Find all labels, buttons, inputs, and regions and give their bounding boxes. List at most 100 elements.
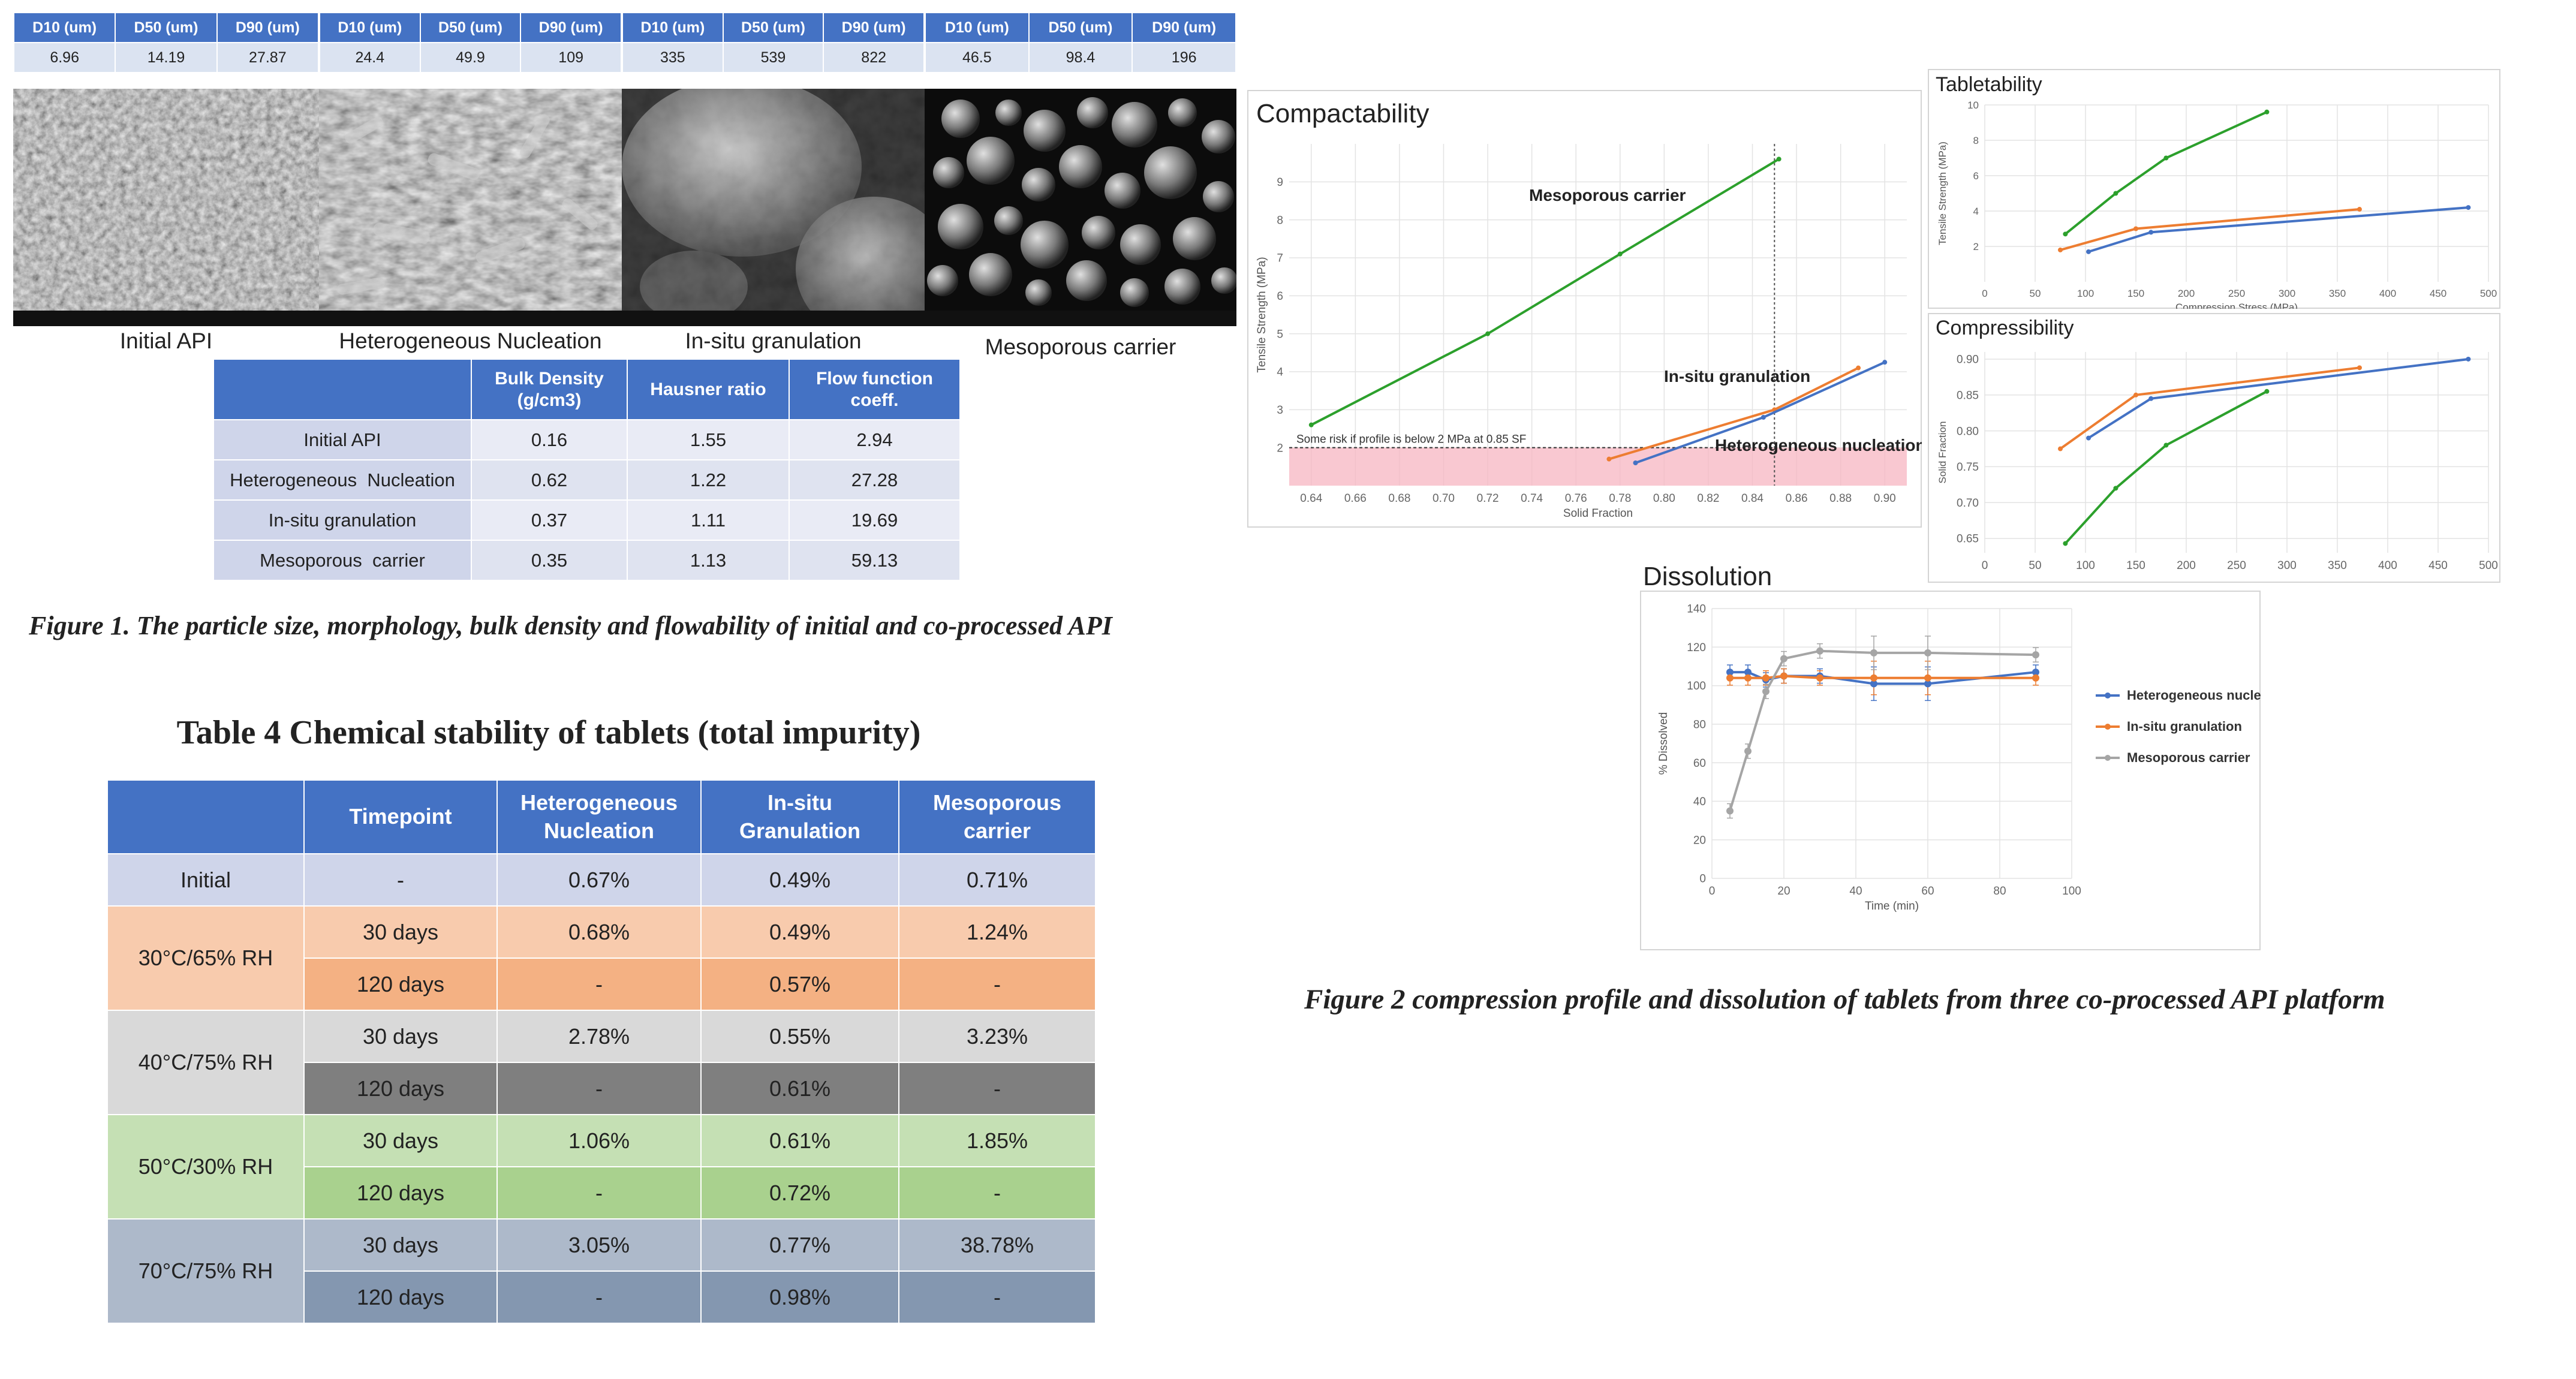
table1-row-label: In-situ granulation [213, 499, 472, 541]
data-point [2113, 191, 2118, 196]
x-tick-label: 0.66 [1344, 492, 1367, 505]
data-point [1726, 807, 1734, 815]
psd-table-row: D10 (um) D50 (um) D90 (um) 6.96 14.19 27.87 D1… [13, 12, 1236, 89]
y-axis-label: Tensile Strength (MPa) [1937, 141, 1948, 245]
dissolution-chart-frame [1640, 591, 2261, 950]
table1-header-label: Bulk Density (g/cm3) [495, 368, 604, 410]
x-tick-label: 0.72 [1477, 492, 1499, 505]
data-point [1776, 156, 1781, 162]
x-tick-label: 0.70 [1433, 492, 1455, 505]
data-point [2357, 207, 2362, 212]
table4-timepoint: 120 days [303, 1166, 498, 1220]
x-tick-label: 400 [2378, 559, 2397, 572]
x-tick-label: 100 [2076, 559, 2095, 572]
table4-title: Table 4 Chemical stability of tablets (t… [176, 714, 921, 751]
psd-value-d10: 6.96 [13, 42, 116, 73]
table4-cell: 2.78% [496, 1010, 702, 1063]
table1-cell: 0.37 [471, 499, 628, 541]
y-tick-label: 100 [1687, 680, 1706, 692]
psd-header-cell: D10 (um) [925, 12, 1030, 43]
x-tick-label: 0.78 [1609, 492, 1631, 505]
y-tick-label: 10 [1967, 100, 1979, 111]
sem-label: In-situ granulation [685, 329, 862, 353]
figure1-caption: Figure 1. The particle size, morphology,… [29, 611, 1112, 640]
table4-timepoint: 120 days [303, 1270, 498, 1324]
y-tick-label: 80 [1693, 719, 1706, 731]
table4-header-cell [107, 779, 305, 854]
sem-label: Mesoporous carrier [985, 335, 1176, 359]
x-tick-label: 450 [2430, 288, 2446, 299]
data-point [1744, 674, 1752, 682]
table1-row: Mesoporous carrier 0.35 1.13 59.13 [213, 540, 961, 581]
psd-header-cell: D90 (um) [1131, 12, 1236, 43]
table4-header-label: In-situ Granulation [739, 790, 860, 843]
table4-timepoint: - [303, 853, 498, 907]
table4-row: 120 days -0.57% - [107, 958, 1096, 1011]
series-line [2087, 357, 2469, 439]
table1-header-label: Hausner ratio [650, 379, 766, 399]
y-tick-label: 4 [1973, 206, 1979, 217]
table1-header-cell: Bulk Density (g/cm3) [471, 359, 628, 420]
data-point [1780, 672, 1787, 680]
x-tick-label: 0.74 [1521, 492, 1543, 505]
data-point [1856, 365, 1861, 371]
psd-value-d10: 24.4 [319, 42, 421, 73]
psd-header-cell: D10 (um) [319, 12, 421, 43]
table4-header-cell: Timepoint [303, 779, 498, 854]
y-tick-label: 20 [1693, 834, 1706, 847]
table1-row: Heterogeneous Nucleation 0.62 1.22 27.28 [213, 459, 961, 501]
legend-label: In-situ granulation [2127, 719, 2242, 734]
table4-cell: 0.55% [700, 1010, 899, 1063]
table4-cell: 1.06% [496, 1114, 702, 1167]
table4-header-label: Timepoint [349, 804, 452, 829]
table4-row: 120 days -0.61% - [107, 1062, 1096, 1115]
table4-header-cell: Heterogeneous Nucleation [496, 779, 702, 854]
psd-table: D10 (um) D50 (um) D90 (um) 24.4 49.9 109 [319, 12, 622, 89]
data-point [2163, 155, 2169, 161]
psd-value-d90: 109 [520, 42, 622, 73]
compactability-title: Compactability [1256, 99, 1430, 128]
psd-value-d90: 822 [823, 42, 925, 73]
table4-cell: - [898, 1270, 1096, 1324]
figure1-psd-block: D10 (um) D50 (um) D90 (um) 6.96 14.19 27.87 D1… [13, 12, 1236, 360]
y-tick-label: 7 [1277, 252, 1283, 265]
table4-timepoint: 30 days [303, 1010, 498, 1063]
psd-value-d10: 46.5 [925, 42, 1030, 73]
data-point [2466, 356, 2471, 362]
data-point [1606, 456, 1612, 462]
x-tick-label: 500 [2480, 288, 2497, 299]
data-point [1744, 669, 1752, 676]
table4-cell: 0.77% [700, 1218, 899, 1272]
table4-cell: - [898, 1062, 1096, 1115]
table4-condition: 40°C/75% RH [107, 1010, 305, 1115]
y-tick-label: 6 [1277, 290, 1283, 303]
y-tick-label: 60 [1693, 757, 1706, 770]
legend-marker [2105, 755, 2111, 761]
compressibility-chart-frame [1928, 313, 2500, 583]
series-label: Heterogeneous nucleation [1715, 436, 1922, 454]
table4-cell: 0.68% [496, 905, 702, 959]
table4-cell: 0.72% [700, 1166, 899, 1220]
data-point [1816, 674, 1823, 682]
x-axis-label: Compression Stress (MPa) [2175, 302, 2298, 309]
table4-cell: 3.05% [496, 1218, 702, 1272]
compactability-chart: 0.64 0.66 0.68 0.70 0.72 0.74 0.76 0.78 0.80 0.82… [1256, 144, 1922, 520]
data-point [1308, 422, 1314, 427]
sem-image-in-situ-granulation [622, 89, 925, 326]
psd-header-cell: D90 (um) [823, 12, 925, 43]
table1-cell: 1.22 [627, 459, 790, 501]
y-tick-label: 8 [1973, 135, 1979, 146]
table1-row-label: Mesoporous carrier [213, 540, 472, 581]
figure2-caption: Figure 2 compression profile and dissolu… [1304, 984, 2385, 1015]
table4-timepoint: 30 days [303, 905, 498, 959]
table1-cell: 0.16 [471, 419, 628, 460]
y-tick-label: 5 [1277, 328, 1283, 341]
data-point [1726, 674, 1734, 682]
psd-value-d10: 335 [622, 42, 724, 73]
table4-row: 120 days -0.72% - [107, 1166, 1096, 1220]
x-tick-label: 40 [1849, 885, 1862, 898]
data-point [1816, 647, 1823, 655]
x-tick-label: 0.82 [1697, 492, 1719, 505]
tabletability-title: Tabletability [1936, 73, 2042, 96]
x-tick-label: 150 [2126, 559, 2145, 572]
